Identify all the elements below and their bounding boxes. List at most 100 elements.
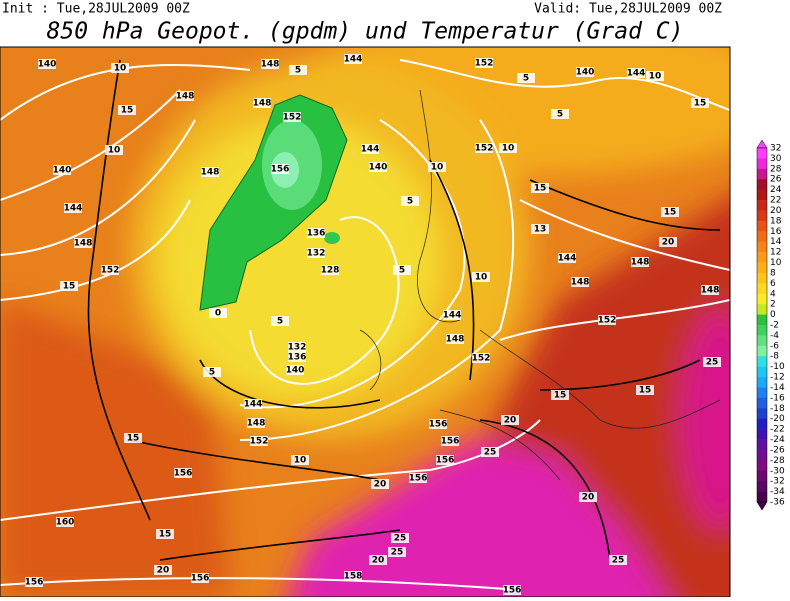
colorbar-band	[757, 470, 767, 482]
geopotential-label: 144	[443, 311, 462, 321]
geopotential-label: 148	[261, 60, 280, 70]
colorbar-band	[757, 345, 767, 357]
label-box	[627, 68, 645, 78]
colorbar: 32302826242220181614121086420-2-4-6-8-10…	[756, 139, 785, 511]
colorbar-band	[757, 418, 767, 430]
geopotential-label: 140	[286, 366, 305, 376]
label-box	[111, 63, 129, 73]
colorbar-label: 28	[770, 164, 782, 174]
geopotential-label: 148	[446, 335, 465, 345]
label-box	[361, 144, 379, 154]
geopotential-label: 156	[503, 586, 522, 596]
geopotential-label: 160	[56, 518, 75, 528]
colorbar-band	[757, 189, 767, 201]
temperature-label: 25	[394, 534, 407, 544]
geopotential-label: 156	[409, 474, 428, 484]
colorbar-label: 2	[770, 300, 776, 310]
geopotential-label: 152	[250, 437, 269, 447]
temperature-label: 5	[407, 197, 413, 207]
temperature-label: 20	[582, 493, 595, 503]
temperature-label: 25	[484, 448, 497, 458]
geopotential-label: 158	[344, 572, 363, 582]
temperature-label: 15	[554, 391, 567, 401]
label-box	[446, 334, 464, 344]
colorbar-label: 18	[770, 216, 782, 226]
temperature-label: 15	[694, 99, 707, 109]
temperature-label: 25	[706, 358, 719, 368]
label-box	[283, 112, 301, 122]
label-box	[53, 165, 71, 175]
label-box	[25, 577, 43, 587]
map	[0, 47, 730, 597]
geopotential-label: 148	[176, 92, 195, 102]
temperature-label: 15	[664, 208, 677, 218]
label-box	[203, 367, 221, 377]
colorbar-band	[757, 387, 767, 399]
colorbar-band	[757, 325, 767, 336]
geopotential-label: 144	[64, 204, 83, 214]
label-box	[531, 224, 549, 234]
colorbar-label: -8	[770, 352, 779, 362]
label-box	[271, 164, 289, 174]
colorbar-band	[757, 335, 767, 347]
label-box	[191, 573, 209, 583]
colorbar-label: 20	[770, 206, 782, 216]
label-box	[64, 203, 82, 213]
geopotential-label: 128	[321, 266, 340, 276]
colorbar-band	[757, 158, 767, 170]
temperature-label: 20	[504, 416, 517, 426]
colorbar-band	[757, 314, 767, 326]
temperature-label: 10	[294, 456, 307, 466]
temperature-label: 25	[612, 556, 625, 566]
geopotential-label: 148	[571, 278, 590, 288]
geopotential-label: 148	[247, 419, 266, 429]
colorbar-band	[757, 210, 767, 222]
colorbar-band	[757, 460, 767, 472]
label-box	[371, 479, 389, 489]
geopotential-label: 156	[191, 574, 210, 584]
colorbar-label: 6	[770, 279, 776, 289]
label-box	[703, 357, 721, 367]
temperature-label: 20	[157, 566, 170, 576]
label-box	[60, 281, 78, 291]
colorbar-label: -36	[770, 498, 785, 508]
temperature-label: 15	[127, 434, 140, 444]
label-box	[288, 352, 306, 362]
label-box	[571, 277, 589, 287]
label-box	[499, 143, 517, 153]
temperature-label: 5	[295, 66, 301, 76]
temperature-label: 15	[534, 184, 547, 194]
geopotential-label: 148	[74, 239, 93, 249]
label-box	[101, 265, 119, 275]
geopotential-label: 148	[253, 99, 272, 109]
geopotential-label: 148	[631, 258, 650, 268]
colorbar-label: 0	[770, 310, 776, 320]
geopotential-label: 156	[25, 578, 44, 588]
geopotential-label: 144	[627, 69, 646, 79]
temperature-label: 10	[502, 144, 515, 154]
label-box	[118, 105, 136, 115]
label-box	[307, 248, 325, 258]
geopotential-label: 152	[101, 266, 120, 276]
label-box	[391, 533, 409, 543]
colorbar-band	[757, 252, 767, 263]
geopotential-label: 144	[558, 254, 577, 264]
geopotential-label: 144	[244, 400, 263, 410]
colorbar-label: -20	[770, 414, 785, 424]
label-box	[609, 555, 627, 565]
label-box	[307, 228, 325, 238]
label-box	[636, 385, 654, 395]
label-box	[646, 71, 664, 81]
label-box	[369, 162, 387, 172]
label-box	[531, 183, 549, 193]
label-box	[344, 571, 362, 581]
label-box	[701, 285, 719, 295]
colorbar-band	[757, 231, 767, 243]
label-box	[38, 59, 56, 69]
colorbar-label: -2	[770, 321, 779, 331]
geopotential-label: 140	[369, 163, 388, 173]
label-box	[409, 473, 427, 483]
label-box	[244, 399, 262, 409]
colorbar-label: -14	[770, 383, 785, 393]
